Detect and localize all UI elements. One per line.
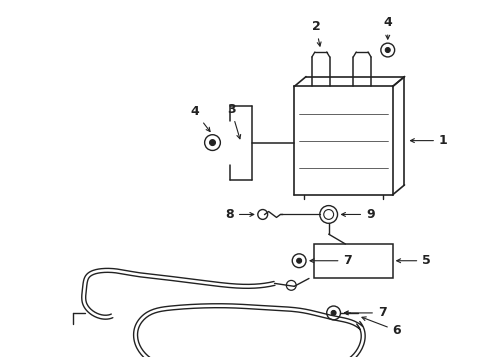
- Text: 9: 9: [341, 208, 374, 221]
- Text: 5: 5: [396, 254, 430, 267]
- Circle shape: [296, 258, 301, 263]
- Circle shape: [385, 48, 389, 53]
- Text: 4: 4: [190, 105, 210, 131]
- Text: 4: 4: [383, 17, 391, 39]
- Text: 1: 1: [409, 134, 447, 147]
- Bar: [313, 244, 392, 278]
- Text: 6: 6: [361, 317, 401, 337]
- Text: 7: 7: [309, 254, 351, 267]
- Text: 2: 2: [311, 21, 321, 46]
- Text: 8: 8: [225, 208, 253, 221]
- Text: 7: 7: [344, 306, 386, 319]
- Circle shape: [209, 140, 215, 145]
- Circle shape: [330, 310, 335, 315]
- Text: 3: 3: [226, 103, 240, 139]
